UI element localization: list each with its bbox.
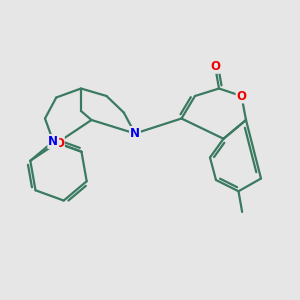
Text: N: N [48,135,58,148]
Text: N: N [130,127,140,140]
Text: O: O [54,137,64,150]
Text: O: O [236,89,247,103]
Text: O: O [210,60,220,73]
